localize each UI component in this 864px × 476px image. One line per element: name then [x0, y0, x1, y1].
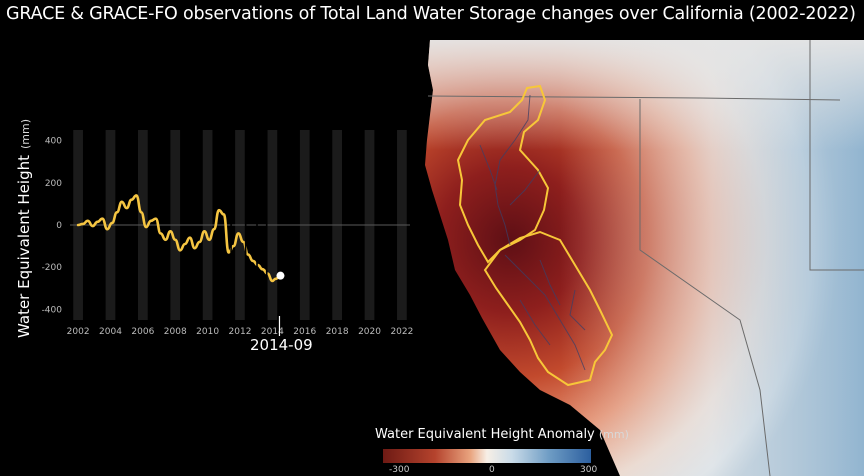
legend-unit: (mm): [598, 428, 629, 441]
gap-mark: [256, 130, 258, 320]
current-date-label: 2014-09: [250, 336, 313, 354]
x-tick-labels: 2002 2004 2006 2008 2010 2012 2014 2016 2018 2020…: [67, 327, 414, 337]
x-tick-label: 2010: [196, 327, 219, 337]
x-tick-label: 2020: [358, 327, 381, 337]
gap-mark: [230, 130, 232, 320]
x-tick-label: 2012: [229, 327, 252, 337]
figure-title: GRACE & GRACE-FO observations of Total L…: [6, 4, 856, 24]
legend-title: Water Equivalent Height Anomaly (mm): [375, 427, 629, 442]
gap-marks: [230, 130, 268, 320]
x-tick-label: 2014: [261, 327, 284, 337]
state-borders: [427, 40, 864, 476]
gap-mark: [244, 130, 247, 320]
x-tick-label: 2002: [67, 327, 90, 337]
current-point: [276, 271, 285, 280]
y-tick-label: 200: [45, 179, 62, 189]
legend-tick-min: -300: [389, 465, 410, 475]
y-tick-label: -200: [42, 263, 63, 273]
y-tick-label: 400: [45, 137, 62, 147]
legend-colorbar: [383, 449, 591, 463]
x-tick-label: 2006: [131, 327, 154, 337]
x-tick-label: 2004: [99, 327, 122, 337]
gap-mark: [265, 130, 268, 320]
x-tick-label: 2018: [326, 327, 349, 337]
river-network: [479, 94, 586, 371]
series-path: [76, 194, 282, 283]
basin-outline: [456, 84, 614, 387]
series-line: [76, 194, 282, 283]
x-tick-label: 2016: [293, 327, 316, 337]
y-tick-label: 0: [56, 221, 62, 231]
y-tick-labels: 400 200 0 -200 -400: [42, 137, 63, 316]
legend-title-text: Water Equivalent Height Anomaly: [375, 427, 595, 442]
legend-tick-max: 300: [580, 465, 598, 475]
y-tick-label: -400: [42, 305, 63, 315]
x-tick-label: 2022: [390, 327, 413, 337]
time-series-chart: 400 200 0 -200 -400 2002 2004 2006 2008 2010 2012…: [42, 130, 414, 337]
legend-tick-zero: 0: [489, 465, 495, 475]
x-tick-label: 2008: [164, 327, 187, 337]
